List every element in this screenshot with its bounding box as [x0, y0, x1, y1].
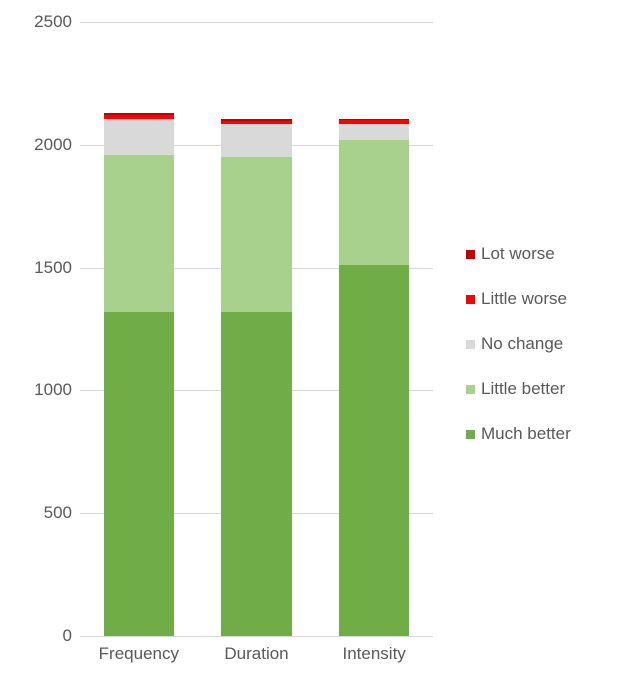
- plot-area: 05001000150020002500FrequencyDurationInt…: [80, 22, 433, 636]
- y-tick-label: 0: [63, 626, 72, 646]
- bar-segment-lot_worse: [221, 119, 292, 121]
- bar-segment-little_worse: [104, 115, 175, 119]
- legend-item: Lot worse: [466, 244, 571, 264]
- legend: Lot worse Little worse No change Little bet…: [466, 244, 571, 444]
- legend-label: Little worse: [481, 289, 567, 309]
- bar-segment-no_change: [221, 124, 292, 157]
- legend-swatch: [466, 340, 475, 349]
- bar-segment-little_better: [104, 155, 175, 312]
- bar-segment-little_better: [339, 140, 410, 265]
- legend-swatch: [466, 385, 475, 394]
- bar-segment-much_better: [221, 312, 292, 636]
- bar-segment-lot_worse: [339, 119, 410, 120]
- bar-segment-little_worse: [221, 121, 292, 123]
- stacked-bar-chart: 0 500 1000 1500 2000 2500 Frequency Duration Int…: [0, 0, 638, 695]
- legend-label: Little better: [481, 379, 565, 399]
- y-tick-label: 1000: [34, 380, 72, 400]
- bar-segment-lot_worse: [104, 113, 175, 115]
- x-tick-label: Intensity: [343, 644, 406, 664]
- bar-group: [339, 22, 410, 636]
- y-tick-label: 1500: [34, 258, 72, 278]
- bar-group: [104, 22, 175, 636]
- y-tick-label: 500: [44, 503, 72, 523]
- x-tick-label: Duration: [224, 644, 288, 664]
- gridline: [80, 636, 433, 637]
- y-tick-label: 2000: [34, 135, 72, 155]
- legend-label: No change: [481, 334, 563, 354]
- legend-item: Little better: [466, 379, 571, 399]
- bar-segment-much_better: [339, 265, 410, 636]
- legend-item: Little worse: [466, 289, 571, 309]
- bar-segment-much_better: [104, 312, 175, 636]
- bar-segment-no_change: [104, 119, 175, 155]
- legend-item: No change: [466, 334, 571, 354]
- x-tick-label: Frequency: [99, 644, 179, 664]
- bar-segment-no_change: [339, 124, 410, 140]
- legend-label: Lot worse: [481, 244, 555, 264]
- y-tick-label: 2500: [34, 12, 72, 32]
- legend-swatch: [466, 295, 475, 304]
- bar-segment-little_worse: [339, 120, 410, 124]
- legend-item: Much better: [466, 424, 571, 444]
- legend-label: Much better: [481, 424, 571, 444]
- bar-group: [221, 22, 292, 636]
- bar-segment-little_better: [221, 157, 292, 312]
- legend-swatch: [466, 250, 475, 259]
- legend-swatch: [466, 430, 475, 439]
